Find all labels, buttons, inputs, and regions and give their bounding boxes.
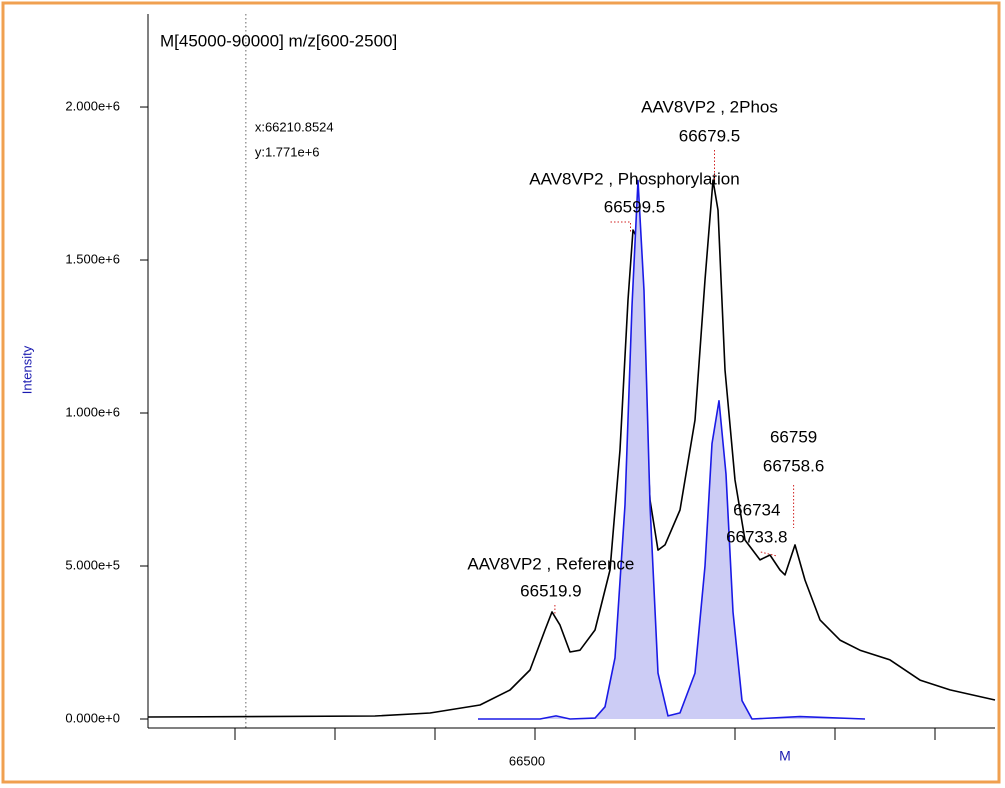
y-tick-label: 5.000e+5: [65, 557, 120, 572]
peak-label: 66734: [733, 500, 780, 519]
peak-label: AAV8VP2 , 2Phos: [641, 97, 778, 116]
peak-label: AAV8VP2 , Reference: [467, 554, 634, 573]
peak-mass: 66679.5: [679, 126, 740, 145]
cursor-x-label: x:66210.8524: [255, 119, 334, 134]
chart-title: M[45000-90000] m/z[600-2500]: [160, 31, 397, 50]
peak-mass: 66519.9: [520, 581, 581, 600]
peak-leader: [760, 551, 777, 557]
peak-label: 66759: [770, 427, 817, 446]
x-tick-label: 66500: [509, 753, 545, 768]
y-axis-label: Intensity: [19, 345, 34, 394]
x-axis-label: M: [779, 748, 791, 764]
peak-label: AAV8VP2 , Phosphorylation: [529, 169, 739, 188]
y-tick-label: 0.000e+0: [65, 710, 120, 725]
y-tick-label: 1.000e+6: [65, 404, 120, 419]
peak-mass: 66599.5: [604, 197, 665, 216]
peak-mass: 66758.6: [763, 456, 824, 475]
y-tick-label: 1.500e+6: [65, 251, 120, 266]
spectrum-line: [478, 179, 866, 720]
cursor-y-label: y:1.771e+6: [255, 144, 320, 159]
y-tick-label: 2.000e+6: [65, 98, 120, 113]
spectrum-line: [147, 179, 996, 718]
peak-mass: 66733.8: [726, 527, 787, 546]
